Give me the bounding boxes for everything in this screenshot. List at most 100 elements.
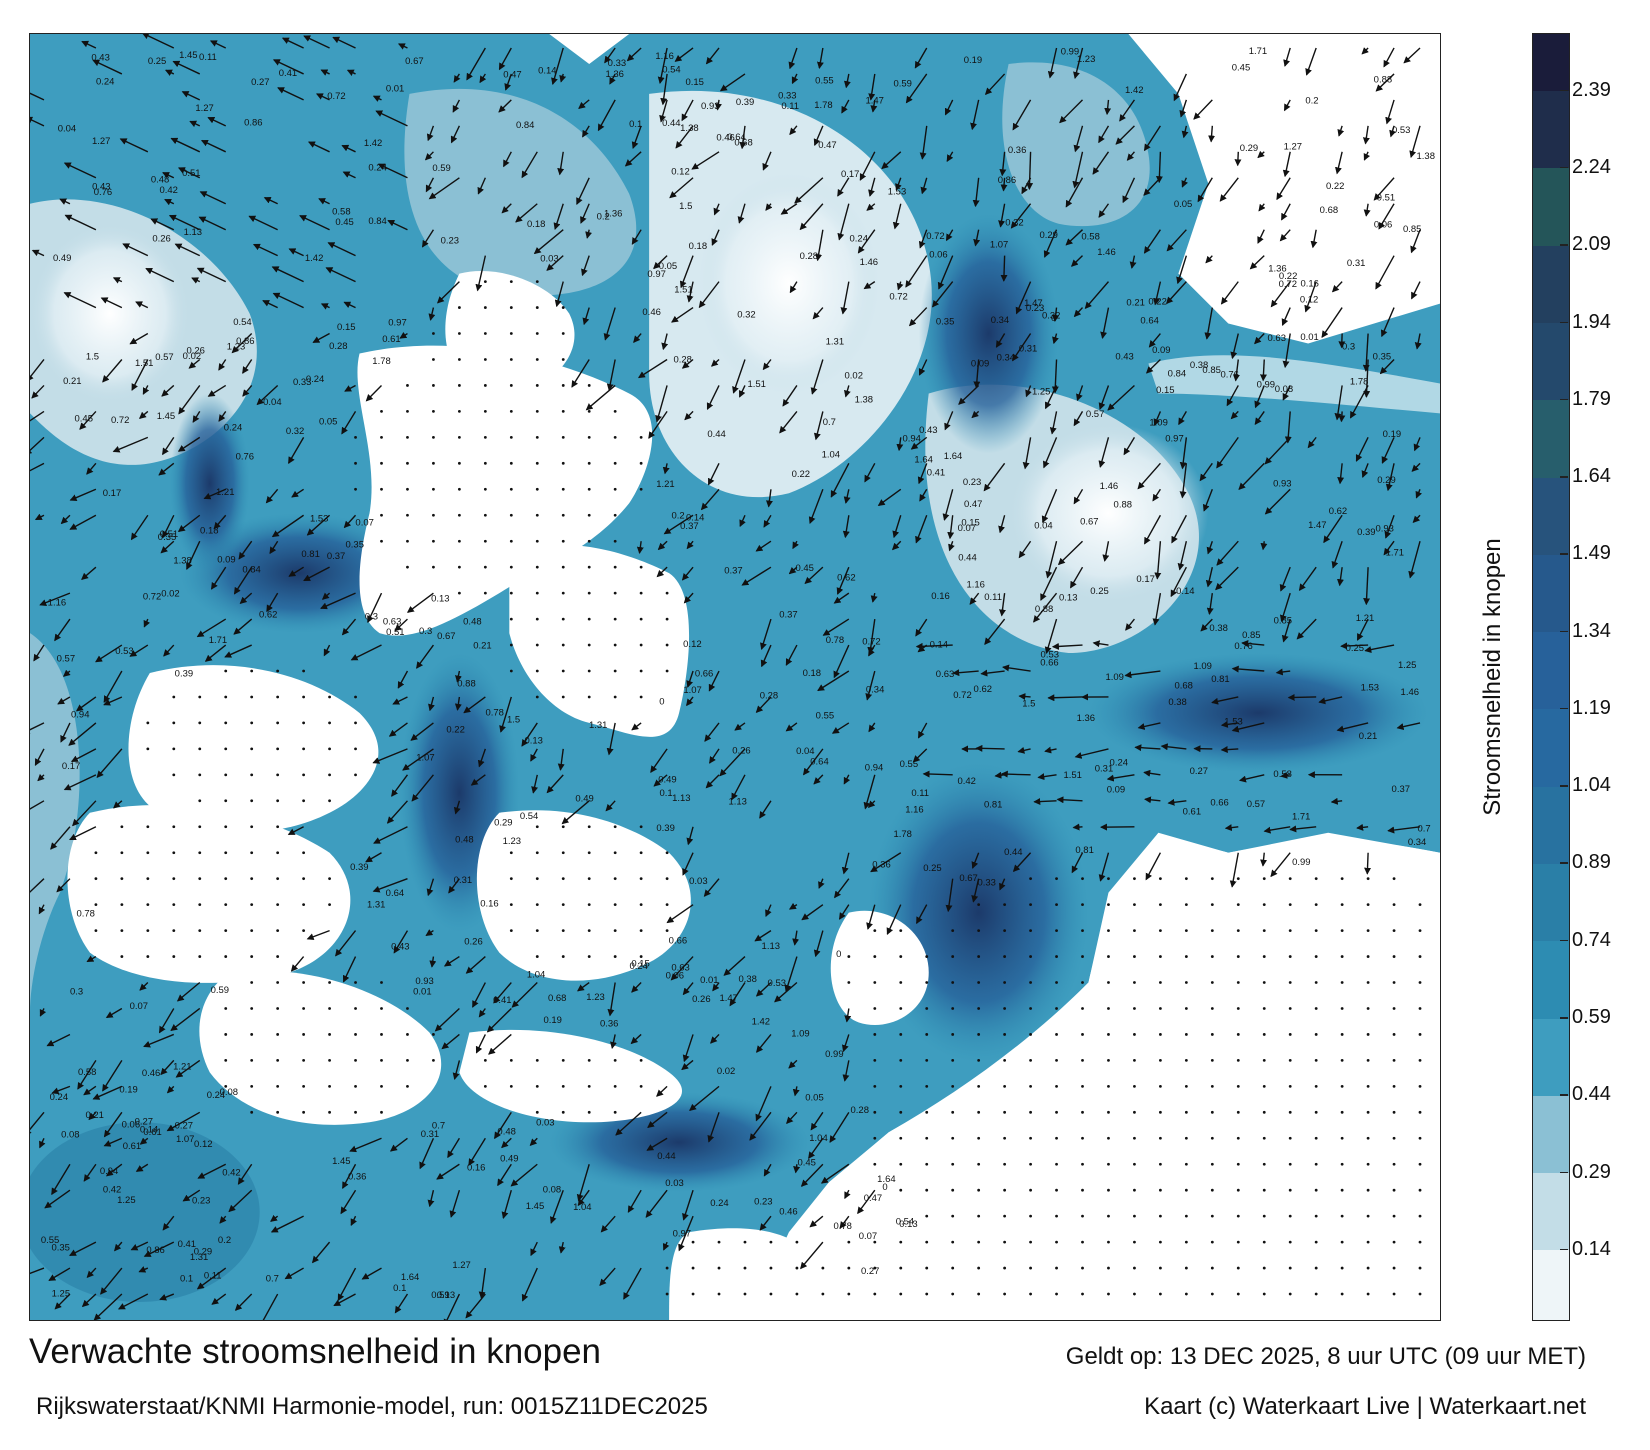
current-vector bbox=[1026, 151, 1034, 191]
speed-label: 0.37 bbox=[724, 565, 742, 576]
current-vector bbox=[546, 255, 564, 271]
grid-dot bbox=[250, 1059, 254, 1062]
grid-dot bbox=[769, 1266, 773, 1270]
speed-label: 0.67 bbox=[959, 873, 977, 884]
speed-label: 0.97 bbox=[647, 269, 665, 280]
current-vector bbox=[839, 1215, 850, 1229]
grid-dot bbox=[561, 903, 565, 907]
map-credit: Kaart (c) Waterkaart Live | Waterkaart.n… bbox=[1144, 1393, 1586, 1420]
speed-label: 0.58 bbox=[332, 206, 350, 217]
grid-dot bbox=[1366, 877, 1370, 881]
speed-label: 0.48 bbox=[463, 617, 481, 628]
current-vector bbox=[455, 670, 462, 683]
current-vector bbox=[867, 800, 876, 809]
grid-dot bbox=[302, 695, 306, 699]
current-vector bbox=[188, 358, 201, 369]
current-vector bbox=[942, 489, 954, 521]
grid-dot bbox=[1366, 1033, 1370, 1036]
grid-dot bbox=[276, 903, 280, 907]
current-vector bbox=[421, 229, 435, 248]
grid-dot bbox=[1340, 1084, 1344, 1088]
colorbar-tick-label: 1.49 bbox=[1560, 542, 1611, 565]
grid-dot bbox=[1029, 929, 1032, 933]
speed-label: 0.17 bbox=[1136, 574, 1154, 585]
current-vector bbox=[615, 1111, 642, 1136]
colorbar-band bbox=[1533, 863, 1569, 942]
speed-label: 0.18 bbox=[527, 219, 545, 230]
speed-label: 0.06 bbox=[666, 971, 684, 982]
current-vector bbox=[70, 748, 97, 763]
grid-dot bbox=[457, 565, 461, 569]
speed-label: 0.49 bbox=[53, 253, 71, 264]
current-vector bbox=[510, 1163, 538, 1187]
grid-dot bbox=[1107, 1007, 1110, 1010]
colorbar-tick-label: 2.09 bbox=[1560, 233, 1611, 256]
grid-dot bbox=[1314, 1162, 1318, 1166]
speed-label: 0.33 bbox=[977, 878, 995, 889]
grid-dot bbox=[535, 539, 539, 543]
current-vector bbox=[1153, 281, 1162, 306]
current-vector bbox=[335, 930, 357, 957]
speed-label: 0.31 bbox=[454, 875, 472, 886]
current-vector bbox=[1264, 436, 1291, 465]
speed-label: 0.09 bbox=[217, 554, 235, 565]
grid-dot bbox=[380, 1033, 383, 1036]
current-vector bbox=[708, 670, 720, 692]
speed-label: 0.62 bbox=[837, 573, 855, 584]
grid-dot bbox=[1158, 1240, 1162, 1244]
speed-label: 0.51 bbox=[182, 168, 200, 179]
current-vector bbox=[1389, 125, 1396, 138]
current-vector bbox=[234, 1293, 253, 1311]
grid-dot bbox=[509, 851, 513, 855]
grid-dot bbox=[1029, 1059, 1032, 1062]
grid-dot bbox=[1158, 903, 1162, 907]
speed-label: 1.78 bbox=[1350, 376, 1368, 387]
grid-dot bbox=[743, 1266, 747, 1270]
current-vector bbox=[549, 1189, 564, 1224]
grid-dot bbox=[1029, 1240, 1032, 1244]
speed-label: 0.05 bbox=[805, 1093, 823, 1104]
current-vector bbox=[1379, 359, 1395, 375]
speed-label: 0.78 bbox=[77, 908, 95, 919]
speed-label: 0.86 bbox=[998, 175, 1016, 186]
current-vector bbox=[1073, 125, 1084, 153]
speed-label: 0.33 bbox=[608, 58, 626, 69]
speed-label: 0.1 bbox=[629, 119, 642, 130]
grid-dot bbox=[380, 513, 383, 517]
grid-dot bbox=[1366, 1110, 1370, 1114]
current-vector bbox=[915, 515, 928, 544]
speed-label: 0.24 bbox=[50, 1092, 68, 1103]
land-east-mainland bbox=[748, 841, 1440, 1320]
current-vector bbox=[577, 981, 590, 992]
current-vector bbox=[1084, 281, 1109, 310]
grid-dot bbox=[224, 1033, 228, 1036]
grid-dot bbox=[561, 358, 565, 361]
current-vector bbox=[434, 1007, 460, 1032]
current-vector bbox=[1125, 618, 1135, 631]
grid-dot bbox=[873, 1292, 877, 1296]
current-vector bbox=[1220, 746, 1239, 754]
current-vector bbox=[1206, 593, 1214, 615]
current-vector bbox=[320, 69, 330, 76]
current-vector bbox=[117, 1293, 149, 1310]
grid-dot bbox=[302, 903, 306, 907]
speed-label: 1.07 bbox=[416, 753, 434, 764]
current-vector bbox=[958, 384, 980, 405]
grid-dot bbox=[328, 747, 331, 751]
current-vector bbox=[30, 92, 45, 101]
current-vector bbox=[478, 1008, 486, 1018]
grid-dot bbox=[587, 539, 591, 543]
speed-label: 0.72 bbox=[862, 636, 880, 647]
grid-dot bbox=[1003, 981, 1007, 984]
grid-dot bbox=[1107, 1214, 1110, 1218]
current-vector bbox=[463, 696, 486, 714]
speed-label: 0.09 bbox=[1107, 785, 1125, 796]
speed-label: 1.13 bbox=[729, 797, 747, 808]
current-vector bbox=[1124, 670, 1161, 679]
grid-dot bbox=[354, 1084, 357, 1088]
speed-label: 0.43 bbox=[919, 425, 937, 436]
grid-dot bbox=[1003, 1214, 1007, 1218]
current-vector bbox=[1239, 774, 1265, 783]
grid-dot bbox=[1055, 1188, 1058, 1192]
grid-dot bbox=[224, 955, 228, 958]
